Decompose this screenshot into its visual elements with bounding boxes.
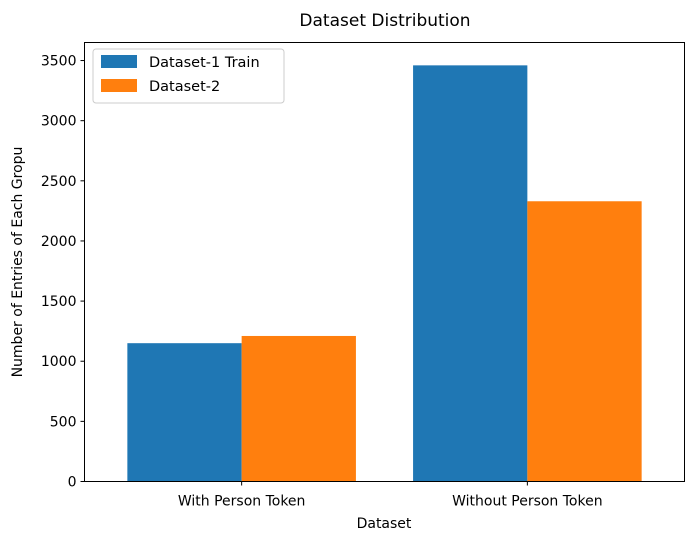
y-tick-label: 500: [50, 414, 77, 430]
y-tick-label: 3000: [41, 114, 77, 130]
y-tick-label: 3500: [41, 54, 77, 70]
y-tick-label: 2000: [41, 234, 77, 250]
legend-label-1: Dataset-1 Train: [149, 55, 260, 71]
bar-2-2: [527, 201, 642, 482]
legend: Dataset-1 Train Dataset-2: [92, 48, 285, 104]
x-axis-title: Dataset: [357, 516, 412, 532]
bars-group: [127, 65, 642, 482]
y-tick-label: 0: [68, 475, 77, 491]
bar-1-2: [413, 65, 528, 482]
plot-frame: [84, 42, 685, 482]
legend-label-2: Dataset-2: [149, 79, 220, 95]
bar-1-1: [127, 343, 242, 482]
y-axis-ticks: 0 500 1000 1500 2000 2500 3000 3500: [41, 54, 85, 491]
legend-swatch-2: [101, 79, 137, 92]
legend-box: [92, 48, 285, 104]
y-tick-label: 1500: [41, 294, 77, 310]
y-axis-title: Number of Entries of Each Gropu: [10, 147, 26, 378]
x-axis-ticks: With Person Token Without Person Token: [178, 481, 603, 510]
x-tick-label: With Person Token: [178, 494, 306, 510]
x-tick-label: Without Person Token: [452, 494, 603, 510]
chart-title: Dataset Distribution: [299, 11, 470, 31]
y-tick-label: 2500: [41, 174, 77, 190]
legend-swatch-1: [101, 55, 137, 68]
bar-2-1: [241, 335, 356, 482]
y-tick-label: 1000: [41, 354, 77, 370]
